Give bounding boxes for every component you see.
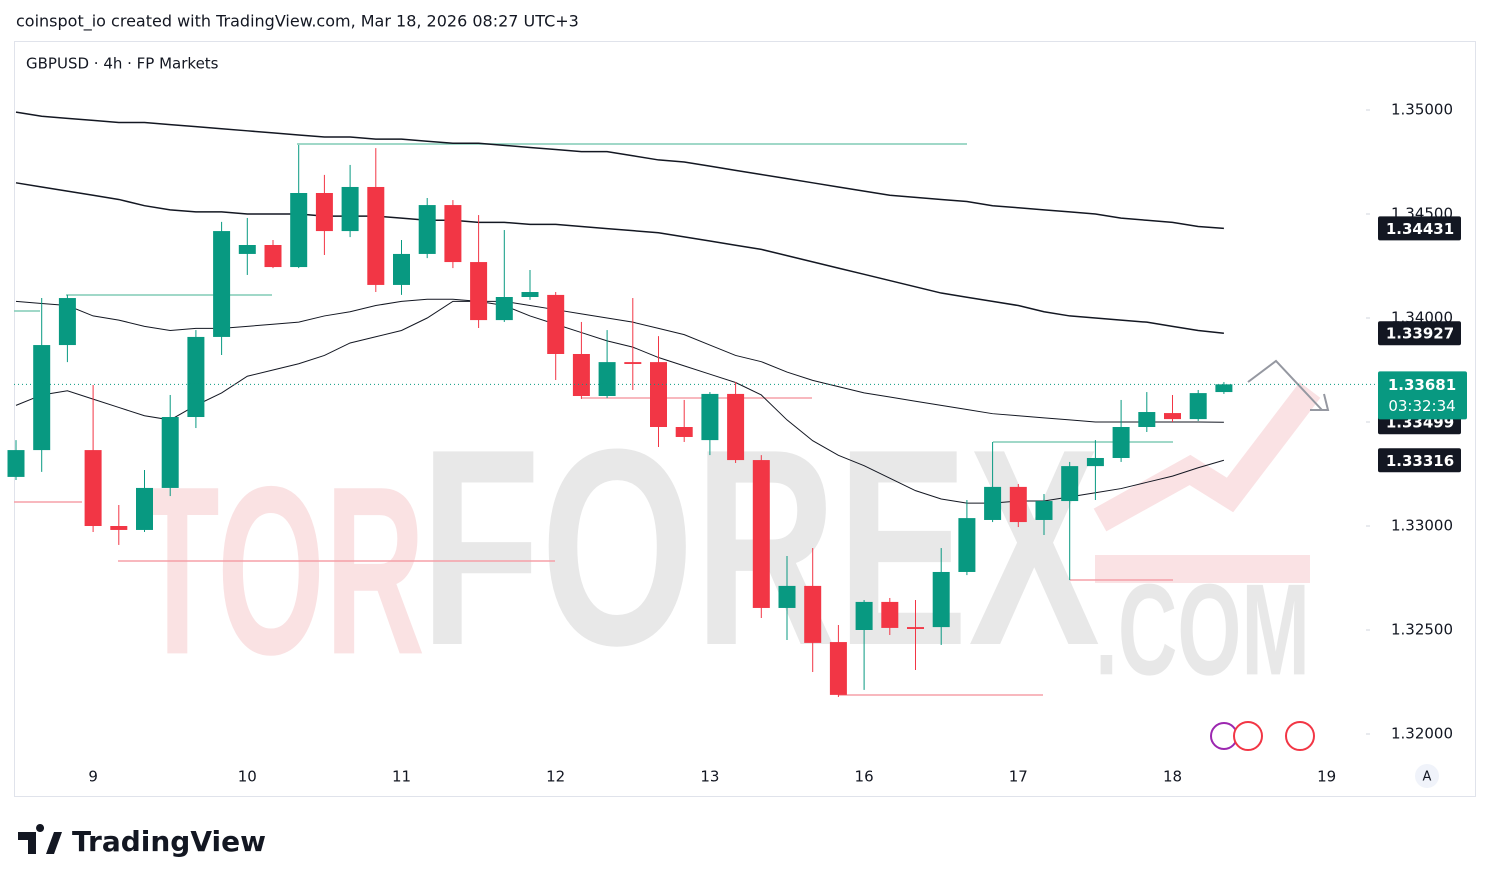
- x-tick-label: 10: [238, 768, 257, 786]
- price-tag-label: 1.34431: [1386, 220, 1454, 238]
- frame: [14, 41, 1476, 797]
- candle-body: [1009, 486, 1027, 523]
- countdown: 03:32:34: [1388, 397, 1455, 415]
- candle-body: [238, 245, 256, 254]
- candle-body: [547, 294, 565, 354]
- candle-body: [984, 486, 1002, 520]
- candle-body: [1164, 413, 1181, 420]
- candle-body: [161, 417, 179, 488]
- x-tick-label: 12: [546, 768, 565, 786]
- candle-body: [932, 571, 950, 628]
- candle-body: [1035, 501, 1053, 520]
- candle-body: [855, 601, 873, 631]
- attribution: coinspot_io created with TradingView.com…: [16, 12, 579, 32]
- candle-body: [84, 450, 102, 527]
- y-tick-label: 1.35000: [1391, 101, 1453, 119]
- event-icon: [1233, 721, 1263, 751]
- watermark-tor: TOR: [135, 436, 425, 704]
- candle-body: [1138, 412, 1156, 427]
- candle-body: [213, 231, 231, 337]
- candle-body: [341, 186, 359, 232]
- candle-body: [1189, 393, 1207, 420]
- watermark-bar: [1095, 555, 1310, 583]
- candle-body: [367, 186, 385, 285]
- auto-button[interactable]: [1415, 764, 1439, 788]
- forecast-arrow: [1247, 359, 1330, 411]
- candle-body: [829, 642, 847, 695]
- candle-body: [1112, 426, 1130, 458]
- auto-button-label[interactable]: A: [1423, 770, 1432, 785]
- candle-body: [598, 362, 616, 397]
- candle-body: [1086, 457, 1104, 467]
- candle-body: [33, 345, 51, 451]
- drawings: [14, 143, 1330, 696]
- candle-body: [418, 205, 436, 254]
- price-tag-label: 1.33927: [1386, 325, 1454, 343]
- candle-body: [804, 585, 822, 643]
- candle-body: [393, 253, 410, 285]
- candle-body: [1061, 466, 1079, 502]
- candle-body: [727, 393, 745, 461]
- candle-body: [470, 262, 488, 321]
- candle-body: [58, 298, 76, 346]
- candle-body: [290, 193, 308, 268]
- price-tag: [1378, 321, 1461, 346]
- candle-body: [675, 426, 693, 437]
- candle-body: [315, 193, 333, 232]
- candle-body: [778, 585, 796, 608]
- event-icon[interactable]: [1285, 721, 1315, 751]
- symbol-title: GBPUSD · 4h · FP Markets: [26, 55, 219, 73]
- candle-body: [701, 393, 719, 441]
- events: [1210, 721, 1315, 751]
- candle-body: [187, 336, 205, 418]
- x-tick-label: 17: [1009, 768, 1028, 786]
- candle-body: [1215, 384, 1233, 393]
- indicator-line: [15, 111, 1224, 230]
- last-price-label: 1.33681: [1388, 376, 1456, 394]
- watermark: TOR FOREX .COM: [135, 382, 1321, 704]
- x-tick-label: 16: [855, 768, 874, 786]
- candle-body: [958, 518, 976, 572]
- candle-body: [521, 292, 539, 298]
- candle-body: [752, 460, 770, 608]
- candle-body: [572, 353, 590, 397]
- x-tick-label: 18: [1163, 768, 1182, 786]
- price-tag-label: 1.33316: [1386, 452, 1454, 470]
- y-tick-label: 1.33000: [1391, 517, 1453, 535]
- candle-body: [136, 487, 153, 530]
- indicator-line: [15, 182, 1224, 334]
- last-price-tag: [1378, 371, 1467, 420]
- candle-body: [110, 526, 128, 530]
- candle-body: [7, 450, 25, 477]
- x-tick-label: 19: [1317, 768, 1336, 786]
- candle-body: [650, 362, 667, 427]
- x-tick-label: 9: [88, 768, 98, 786]
- x-tick-label: 13: [700, 768, 719, 786]
- logo: TradingView: [18, 824, 266, 858]
- y-tick-label: 1.32500: [1391, 621, 1453, 639]
- y-tick-label: 1.32000: [1391, 725, 1453, 743]
- x-tick-label: 11: [392, 768, 411, 786]
- candle-body: [444, 205, 462, 263]
- price-tag: [1378, 216, 1461, 241]
- watermark-arrow: [1093, 382, 1321, 532]
- candle-body: [624, 362, 642, 364]
- logo-mark: [18, 824, 62, 854]
- candle-body: [264, 245, 282, 268]
- logo-text: TradingView: [72, 825, 266, 858]
- price-tag: [1378, 448, 1461, 473]
- candle-body: [495, 297, 513, 321]
- candle-body: [881, 601, 899, 628]
- candle-body: [907, 627, 924, 629]
